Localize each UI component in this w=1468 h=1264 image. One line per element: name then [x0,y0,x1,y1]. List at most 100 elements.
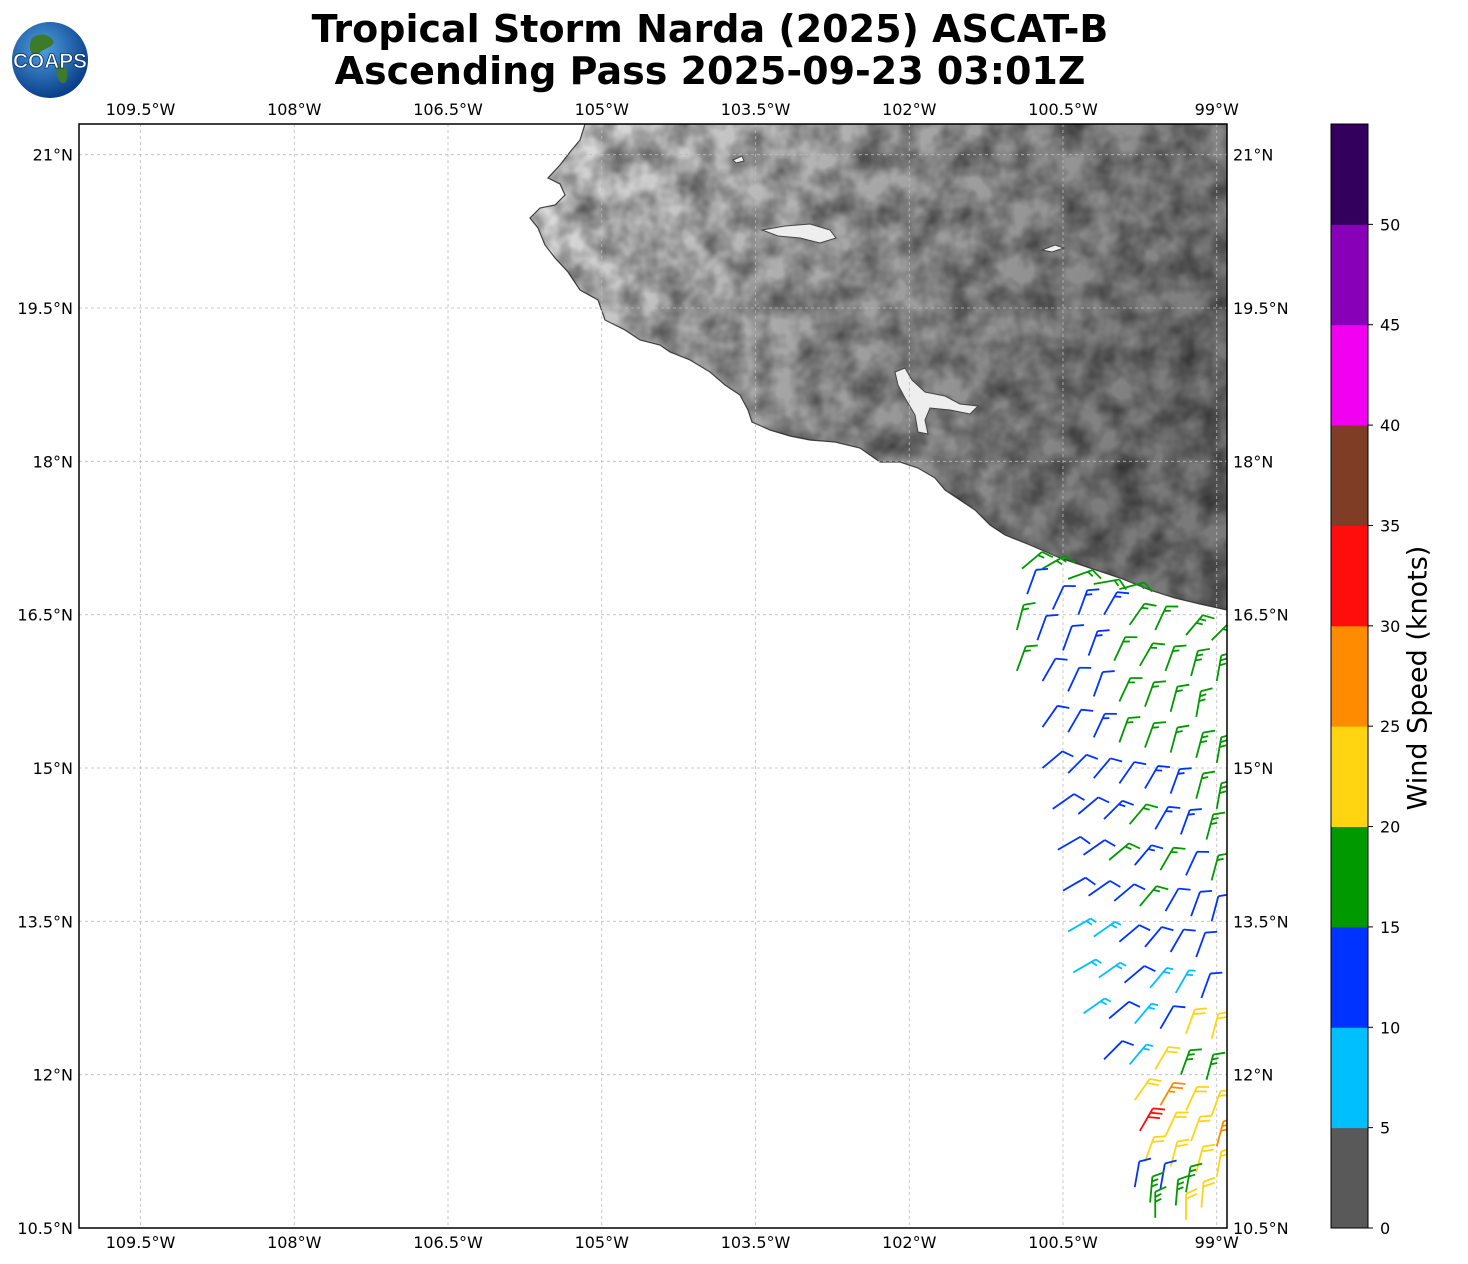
colorbar-frame [1330,123,1369,1229]
wind-barb [1052,793,1085,810]
wind-barb [1041,657,1068,682]
wind-barb [1082,839,1116,856]
wind-barb [1174,969,1196,994]
coaps-logo: COAPS [12,22,88,98]
wind-barb [1164,1111,1189,1137]
wind-barb [1062,624,1085,651]
wind-barb [1205,811,1226,840]
wind-barb [1133,1157,1152,1188]
logo-text: COAPS [13,50,87,73]
lon-ticks-bottom: 109.5°W 108°W 106.5°W 105°W 103.5°W 102°W 100.… [106,1233,1239,1252]
wind-barbs [1016,551,1227,1220]
reservoir [894,367,980,435]
wind-barb [1098,961,1127,979]
title-line-2: Ascending Pass 2025-09-23 03:01Z [334,49,1086,93]
lon-tick-label: 100.5°W [1028,1233,1098,1252]
lat-tick-label: 21°N [33,146,73,165]
wind-barb [1169,928,1196,953]
colorbar-tick-label: 45 [1380,316,1400,335]
wind-barb [1134,1002,1159,1025]
wind-barb [1185,850,1210,876]
colorbar-tick-label: 35 [1380,516,1400,535]
wind-barb [1190,648,1210,677]
lon-tick-label: 108°W [267,100,322,119]
wind-barb [1174,1174,1190,1206]
lat-tick-label: 18°N [33,452,73,471]
lat-tick-label: 12°N [1233,1066,1273,1085]
wind-barb [1067,708,1094,733]
lat-tick-label: 13.5°N [1233,912,1289,931]
wind-barb [1154,605,1179,631]
small-lake [1040,244,1066,253]
lon-tick-label: 103.5°W [721,1233,791,1252]
wind-barb [1144,721,1167,748]
wind-barb [1103,1040,1135,1060]
wind-barb [1067,666,1092,692]
wind-barb [1195,729,1216,759]
wind-barb [1021,551,1054,570]
wind-barb [1128,1043,1154,1066]
wind-barb [1041,704,1070,728]
colorbar-segment [1331,826,1368,928]
wind-barb [1016,644,1038,672]
wind-barb [1180,1048,1202,1075]
wind-barb [1067,753,1099,774]
wind-barb [1128,803,1159,825]
lon-tick-label: 99°W [1195,100,1239,119]
wind-barb [1144,765,1171,789]
wind-barb [1051,585,1076,610]
wind-barb [1154,805,1181,830]
colorbar-tick-label: 30 [1380,617,1400,636]
wind-barb [1164,887,1191,912]
colorbar-segment [1331,1127,1368,1229]
wind-barb [1108,1000,1141,1020]
wind-barb [1123,965,1156,984]
wind-barb [1057,835,1091,851]
wind-barb [1067,569,1102,580]
lat-tick-label: 12°N [33,1066,73,1085]
lat-tick-label: 13.5°N [17,912,73,931]
wind-barb [1215,651,1227,682]
colorbar: 0 5 10 15 20 25 30 35 40 45 50 [1330,123,1400,1238]
wind-barb [1113,883,1146,902]
colorbar-tick-label: 0 [1380,1219,1390,1238]
wind-barb [1195,1143,1216,1173]
wind-barb [1210,852,1227,881]
lon-tick-label: 106.5°W [413,1233,483,1252]
colorbar-tick-label: 40 [1380,416,1400,435]
colorbar-tick-label: 20 [1380,818,1400,837]
wind-barb [1169,767,1192,794]
wind-barb [1185,1188,1198,1220]
colorbar-tick-label: 50 [1380,215,1400,234]
wind-barb [1103,591,1130,616]
colorbar-tick-label: 25 [1380,717,1400,736]
wind-barb [1215,779,1227,810]
wind-barb [1185,1162,1203,1193]
wind-barb [1026,567,1049,595]
wind-barb [1118,924,1151,943]
colorbar-tick-label: 5 [1380,1119,1390,1138]
colorbar-tick-label: 15 [1380,918,1400,937]
lat-tick-label: 19.5°N [1233,299,1289,318]
wind-barb [1210,893,1227,922]
wind-barb [1190,889,1213,917]
lat-tick-label: 18°N [1233,452,1273,471]
colorbar-segment [1331,324,1368,426]
wind-barb [1108,842,1141,861]
wind-barb [1195,770,1216,799]
wind-barb [1041,750,1074,769]
wind-barb [1185,614,1215,636]
lat-tick-label: 15°N [33,759,73,778]
colorbar-tick-label: 10 [1380,1018,1400,1037]
lon-tick-label: 100.5°W [1028,100,1098,119]
wind-barb [1118,761,1147,784]
colorbar-segment [1331,926,1368,1028]
wind-barb [1082,997,1112,1015]
wind-barb [1093,920,1122,938]
wind-barb [1169,683,1190,713]
wind-barb [1169,724,1190,753]
lat-tick-label: 19.5°N [17,299,73,318]
colorbar-segment [1331,625,1368,727]
lon-tick-label: 106.5°W [413,100,483,119]
lon-tick-label: 108°W [267,1233,322,1252]
